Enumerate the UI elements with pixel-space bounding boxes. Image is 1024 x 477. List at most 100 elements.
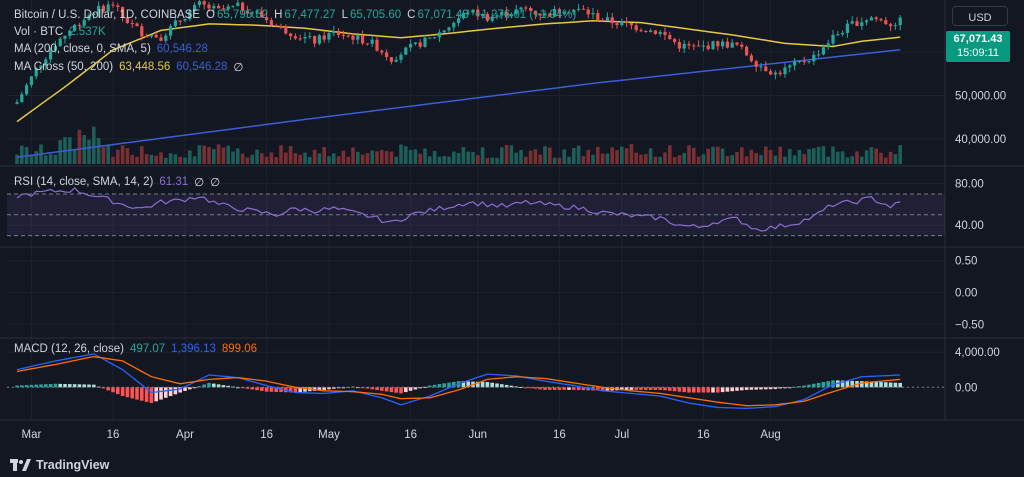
volume-bar <box>831 146 835 164</box>
candle-body <box>284 26 288 34</box>
volume-bar <box>293 153 298 164</box>
macd-histogram-bar <box>207 382 211 388</box>
macd-histogram-bar <box>514 386 518 388</box>
tradingview-brand: TradingView <box>36 458 110 472</box>
macd-histogram-bar <box>773 387 778 390</box>
candle-body <box>245 10 249 14</box>
volume-bar <box>264 156 269 164</box>
rsi-line <box>16 187 901 232</box>
candle-body <box>370 39 374 44</box>
volume-bar <box>212 149 216 164</box>
macd-histogram-bar <box>725 387 730 392</box>
candle-body <box>293 36 297 39</box>
volume-bar <box>447 156 451 164</box>
candle-body <box>332 30 336 34</box>
volume-bar <box>860 156 864 164</box>
candle-body <box>154 34 158 38</box>
close-label: C <box>407 9 416 21</box>
candle-body <box>874 17 878 20</box>
volume-bar <box>274 157 278 164</box>
volume-bar <box>130 154 134 164</box>
macd-histogram-bar <box>29 384 34 388</box>
bar-countdown: 15:09:11 <box>956 47 999 59</box>
candle-body <box>212 5 216 9</box>
volume-bar <box>605 153 610 164</box>
candle-body <box>346 35 350 37</box>
volume-bar <box>701 154 706 164</box>
macd-histogram-bar <box>744 387 749 390</box>
volume-bar <box>610 147 614 164</box>
macd-histogram-bar <box>111 387 115 393</box>
tradingview-logo[interactable]: TradingView <box>10 458 109 472</box>
volume-bar <box>836 151 840 164</box>
candle-body <box>610 17 614 24</box>
candle-body <box>514 9 518 15</box>
vol-legend[interactable]: Vol · BTC 2.537K <box>14 26 106 38</box>
macd-histogram-bar <box>332 387 336 389</box>
ohlc-values: O 65,795.52 H 67,477.27 L 65,705.60 C 67,071… <box>206 9 576 21</box>
macd-histogram-bar <box>672 387 677 392</box>
macd-histogram-bar <box>269 387 274 392</box>
macd-histogram-bar <box>260 387 264 391</box>
ma-cross-legend[interactable]: MA Cross (50, 200) 63,448.56 60,546.28 ∅ <box>14 60 243 74</box>
macd-pane <box>7 353 945 409</box>
volume-bar <box>768 149 773 164</box>
candle-body <box>629 23 633 26</box>
candle-body <box>807 61 811 63</box>
candle-body <box>399 54 403 60</box>
candle-body <box>92 13 96 16</box>
x-tick-label: 16 <box>553 429 566 441</box>
vol-label: Vol · BTC <box>14 26 64 38</box>
volume-bar <box>140 146 144 164</box>
macd-histogram-bar <box>274 387 278 392</box>
rsi-value-2: ∅ <box>194 177 205 189</box>
volume-bar <box>20 145 24 164</box>
candle-body <box>529 7 533 11</box>
volume-bar <box>116 149 120 164</box>
macd-histogram-bar <box>48 383 53 388</box>
tradingview-logo-icon <box>10 459 31 471</box>
candle-body <box>634 25 638 31</box>
rsi-legend[interactable]: RSI (14, close, SMA, 14, 2) 61.31 ∅ ∅ <box>14 175 220 189</box>
macd-histogram-bar <box>15 385 19 388</box>
candle-body <box>509 14 513 17</box>
candle-body <box>322 35 326 40</box>
candle-body <box>341 34 345 36</box>
x-tick-label: 16 <box>107 429 120 441</box>
volume-bar <box>874 148 878 164</box>
volume-bar <box>730 155 734 164</box>
candle-body <box>337 30 341 35</box>
volume-bar <box>586 149 590 164</box>
candle-body <box>668 35 672 40</box>
currency-button[interactable]: USD <box>952 6 1008 26</box>
macd-histogram-bar <box>740 387 744 391</box>
candle-body <box>433 37 437 39</box>
volume-bar <box>346 156 350 164</box>
macd-histogram-bar <box>245 387 250 389</box>
macd-histogram-bar <box>557 387 562 390</box>
candle-body <box>471 9 475 13</box>
macd-tick-label: 0.00 <box>955 382 977 394</box>
macd-histogram-bar <box>629 387 634 390</box>
candle-body <box>361 35 365 44</box>
macd-histogram-bar <box>39 384 43 388</box>
volume-bar <box>519 149 523 164</box>
volume-bar <box>581 156 586 164</box>
ma200-legend[interactable]: MA (200, close, 0, SMA, 5) 60,546.28 <box>14 43 208 55</box>
candle-body <box>29 76 33 86</box>
candle-body <box>557 9 561 13</box>
volume-bar <box>764 146 768 164</box>
pane-separators <box>0 0 1024 421</box>
macd-histogram-bar <box>543 387 547 390</box>
volume-bar <box>524 156 528 164</box>
volume-bar <box>898 145 902 164</box>
macd-histogram-bar <box>58 383 62 388</box>
candle-body <box>20 94 24 103</box>
candle-body <box>793 61 797 66</box>
macd-histogram-bar <box>567 387 571 390</box>
volume-bar <box>706 148 710 164</box>
macd-legend[interactable]: MACD (12, 26, close) 497.07 1,396.13 899… <box>14 343 257 355</box>
volume-bar <box>34 151 38 164</box>
volume-bar <box>240 153 245 164</box>
